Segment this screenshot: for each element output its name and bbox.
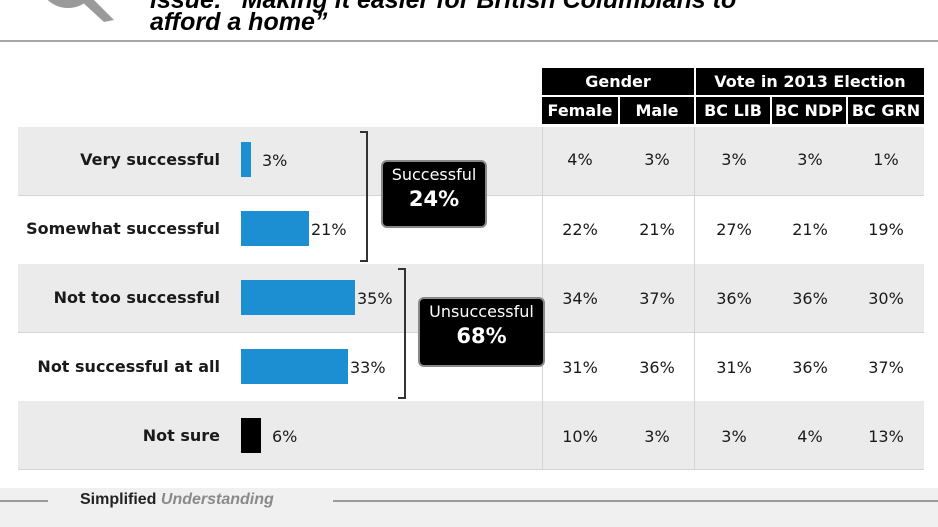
table-cell: 31%: [716, 358, 752, 377]
bar-somewhat-successful: [241, 211, 309, 246]
table-cell: 3%: [721, 150, 747, 169]
unsuccessful-label: Unsuccessful: [429, 302, 534, 321]
band-not-sure: [18, 401, 924, 470]
table-cell: 4%: [567, 150, 593, 169]
table-cell: 4%: [797, 427, 823, 446]
header-bc-ndp: BC NDP: [772, 97, 846, 124]
table-cell: 3%: [721, 427, 747, 446]
bar-not-too-successful: [241, 280, 355, 315]
bar-very-successful: [241, 142, 251, 177]
table-cell: 34%: [562, 289, 598, 308]
header-rule: [0, 40, 938, 42]
bar-label-not-too-successful: 35%: [357, 289, 393, 308]
table-cell: 21%: [792, 220, 828, 239]
table-cell: 1%: [873, 150, 899, 169]
footer-rule: [0, 500, 48, 502]
footer-tagline-bold: Simplified: [80, 491, 157, 508]
table-cell: 27%: [716, 220, 752, 239]
question-line-1: issue: “Making it easier for British Col…: [150, 0, 737, 14]
unsuccessful-value: 68%: [456, 324, 507, 348]
table-cell: 31%: [562, 358, 598, 377]
column-divider: [694, 127, 695, 470]
unsuccessful-summary: Unsuccessful 68%: [418, 297, 545, 367]
bar-label-not-sure: 6%: [272, 427, 298, 446]
table-cell: 36%: [716, 289, 752, 308]
table-cell: 37%: [639, 289, 675, 308]
table-cell: 3%: [644, 150, 670, 169]
row-label-not-sure: Not sure: [142, 426, 220, 445]
successful-summary: Successful 24%: [381, 160, 487, 228]
bar-not-successful-at-all: [241, 349, 348, 384]
question-line-2: afford a home”: [150, 8, 328, 36]
row-label-not-successful-at-all: Not successful at all: [37, 357, 220, 376]
table-cell: 36%: [792, 358, 828, 377]
header-bc-grn: BC GRN: [848, 97, 924, 124]
footer-tagline-italic: Understanding: [160, 491, 274, 508]
bar-label-somewhat-successful: 21%: [311, 220, 347, 239]
row-label-very-successful: Very successful: [80, 150, 220, 169]
header-male: Male: [620, 97, 694, 124]
row-label-not-too-successful: Not too successful: [53, 288, 220, 307]
bar-label-not-successful-at-all: 33%: [350, 358, 386, 377]
successful-label: Successful: [391, 165, 477, 184]
header-bc-lib: BC LIB: [696, 97, 770, 124]
table-cell: 36%: [639, 358, 675, 377]
successful-value: 24%: [408, 187, 460, 211]
row-label-somewhat-successful: Somewhat successful: [26, 219, 220, 238]
table-cell: 37%: [868, 358, 904, 377]
footer-rule: [333, 500, 938, 502]
table-cell: 30%: [868, 289, 904, 308]
table-cell: 3%: [797, 150, 823, 169]
footer-tagline: Simplified Understanding: [80, 491, 274, 509]
header-gender: Gender: [542, 68, 694, 95]
table-cell: 21%: [639, 220, 675, 239]
successful-bracket: [360, 131, 368, 262]
header-female: Female: [542, 97, 618, 124]
header-vote-2013: Vote in 2013 Election: [696, 68, 924, 95]
table-cell: 13%: [868, 427, 904, 446]
unsuccessful-bracket: [398, 268, 406, 399]
bar-label-very-successful: 3%: [262, 151, 288, 170]
bar-not-sure: [241, 418, 261, 453]
table-cell: 19%: [868, 220, 904, 239]
magnifier-logo-icon: [47, 0, 114, 22]
title-header: issue: “Making it easier for British Col…: [0, 0, 938, 42]
table-cell: 36%: [792, 289, 828, 308]
table-cell: 22%: [562, 220, 598, 239]
table-cell: 10%: [562, 427, 598, 446]
table-cell: 3%: [644, 427, 670, 446]
footer: Simplified Understanding: [0, 488, 938, 527]
row-divider: [18, 469, 924, 470]
